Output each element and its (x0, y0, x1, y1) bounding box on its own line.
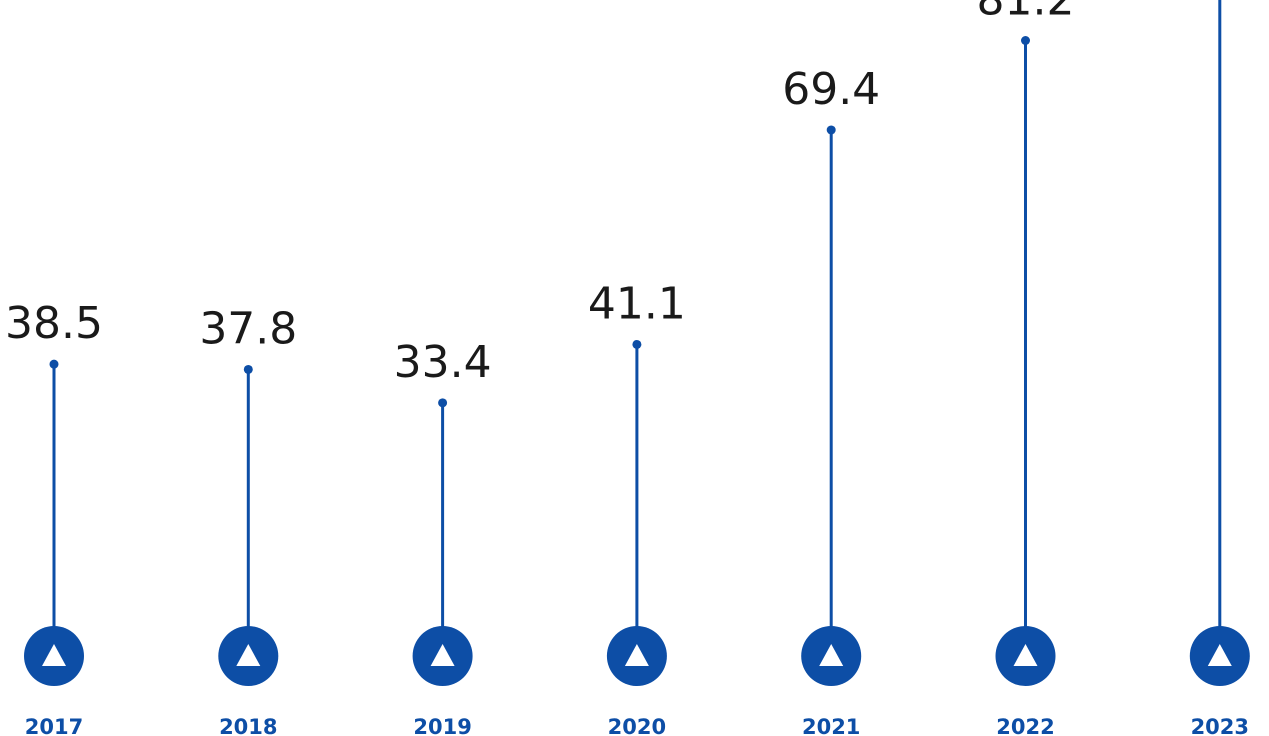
up-triangle-icon (42, 644, 66, 666)
value-label: 37.8 (199, 303, 297, 354)
up-triangle-icon (1013, 644, 1038, 666)
value-dot (826, 125, 836, 135)
year-label: 2023 (1191, 715, 1249, 736)
up-triangle-icon (1207, 644, 1232, 666)
up-triangle-icon (624, 644, 649, 666)
up-triangle-icon (819, 644, 844, 666)
year-label: 2021 (802, 715, 860, 736)
value-label: 81.2 (977, 0, 1075, 26)
value-label: 33.4 (394, 337, 492, 388)
up-triangle-icon (430, 644, 455, 666)
year-label: 2020 (608, 715, 666, 736)
value-dot (438, 398, 448, 408)
value-dot (243, 364, 253, 374)
value-label: 38.5 (5, 298, 103, 349)
value-label: 41.1 (588, 278, 686, 329)
value-label: 69.4 (782, 64, 880, 115)
year-label: 2017 (25, 715, 83, 736)
up-triangle-icon (236, 644, 261, 666)
year-label: 2019 (413, 715, 471, 736)
value-dot (632, 339, 642, 349)
value-dot (1021, 36, 1030, 46)
value-dot (49, 359, 59, 369)
year-label: 2022 (996, 715, 1054, 736)
year-label: 2018 (219, 715, 277, 736)
chart-marks: 38.5 2017 37.8 2018 33.4 2019 41.1 2020 69.4 2021… (5, 0, 1250, 736)
